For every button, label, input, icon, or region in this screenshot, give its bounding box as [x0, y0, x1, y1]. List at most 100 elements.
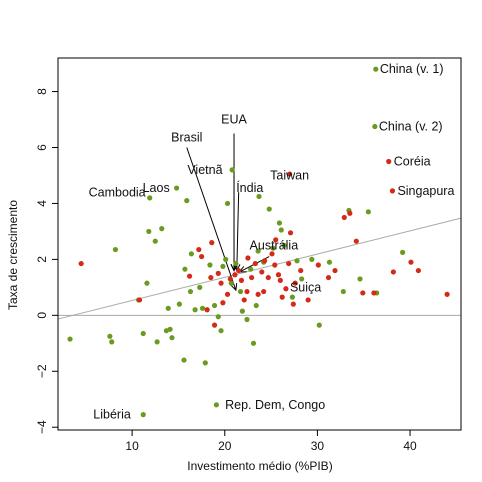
green-point	[224, 200, 231, 207]
red-point	[277, 277, 283, 283]
green-point	[289, 294, 295, 300]
red-point	[209, 240, 215, 246]
axes: 10 20 30 40 −4 −2 0 2 4 6 8	[35, 57, 462, 453]
green-point	[228, 280, 234, 286]
red-point	[215, 270, 221, 276]
green-point	[184, 198, 190, 204]
red-point	[292, 280, 298, 286]
green-point	[233, 260, 239, 267]
red-point	[298, 267, 304, 274]
point-label: Suiça	[290, 280, 321, 294]
red-point	[232, 272, 238, 278]
green-point	[223, 256, 229, 262]
y-tick-label: 2	[35, 256, 49, 263]
x-tick-label: 40	[403, 439, 417, 453]
red-point	[390, 269, 396, 275]
green-point	[218, 328, 224, 334]
green-point	[107, 333, 113, 339]
point-label: China (v. 2)	[379, 120, 443, 134]
y-tick-label: 6	[35, 144, 49, 151]
point-label: Brasil	[171, 131, 202, 145]
red-point	[252, 260, 258, 267]
green-point	[220, 263, 226, 269]
green-point	[250, 340, 257, 346]
green-point	[253, 302, 259, 309]
green-point	[309, 256, 315, 262]
green-point	[165, 305, 171, 311]
green-point	[187, 288, 194, 295]
point-label: Cambodia	[89, 185, 146, 199]
green-point	[169, 335, 175, 341]
red-point	[273, 237, 279, 243]
red-point	[241, 297, 247, 303]
red-point	[244, 288, 250, 295]
green-point	[199, 305, 206, 311]
green-point	[109, 339, 115, 345]
red-point	[347, 210, 353, 216]
green-point	[340, 288, 346, 295]
red-point	[315, 262, 321, 268]
red-point	[389, 188, 396, 194]
green-point	[266, 206, 272, 212]
point-label: Índia	[236, 180, 263, 195]
trend-line	[57, 217, 462, 320]
red-point	[208, 274, 214, 281]
red-point	[261, 288, 267, 295]
red-point	[371, 290, 377, 296]
red-point	[287, 230, 294, 236]
red-point	[198, 253, 205, 260]
red-point	[255, 291, 261, 297]
x-tick-label: 20	[218, 439, 232, 453]
green-point	[373, 66, 379, 72]
point-label: Laos	[143, 181, 170, 195]
y-tick-label: 4	[35, 200, 49, 207]
red-point	[186, 273, 193, 279]
point-label: Austrália	[250, 238, 299, 252]
green-point	[244, 316, 250, 323]
green-point	[144, 280, 150, 286]
green-point	[213, 402, 220, 408]
green-point	[239, 308, 245, 314]
red-point	[224, 291, 231, 297]
red-point	[236, 267, 242, 274]
arrows	[186, 133, 270, 292]
point-label: China (v. 1)	[380, 62, 444, 76]
green-point	[67, 336, 73, 342]
point-label: Vietnã	[187, 163, 222, 177]
red-point	[275, 272, 282, 278]
red-point	[341, 214, 347, 221]
red-point	[218, 280, 224, 286]
red-point	[353, 238, 359, 244]
red-point	[360, 290, 366, 296]
red-point	[136, 297, 143, 303]
green-point	[229, 167, 235, 173]
red-point	[259, 269, 265, 275]
reference-lines	[57, 217, 462, 320]
red-point	[279, 294, 285, 300]
green-point	[365, 209, 371, 215]
point-label: EUA	[221, 113, 247, 127]
red-point	[269, 251, 275, 257]
point-label: Taiwan	[270, 168, 309, 182]
green-point	[188, 251, 195, 257]
green-point	[326, 259, 333, 265]
green-point	[146, 228, 152, 235]
red-point	[283, 286, 289, 292]
x-axis-title: Investimento médio (%PIB)	[187, 459, 332, 473]
point-label: Libéria	[93, 408, 131, 422]
green-point	[294, 258, 300, 264]
red-point	[287, 171, 293, 177]
green-point	[207, 262, 213, 268]
green-point	[181, 357, 187, 363]
green-point	[215, 314, 221, 320]
plot-frame	[57, 57, 462, 431]
red-point	[227, 276, 233, 282]
green-point	[357, 276, 363, 282]
red-point	[238, 277, 245, 283]
x-tick-label: 10	[125, 439, 139, 453]
point-label: Singapura	[397, 184, 454, 198]
green-point	[112, 246, 119, 253]
y-tick-label: 0	[35, 312, 49, 319]
green-point	[211, 302, 218, 309]
